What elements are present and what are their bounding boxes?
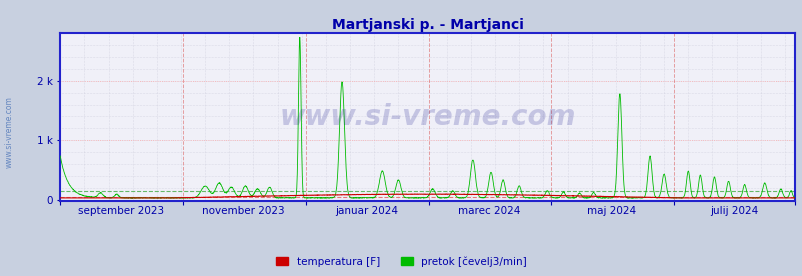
- Text: www.si-vreme.com: www.si-vreme.com: [279, 103, 575, 131]
- Title: Martjanski p. - Martjanci: Martjanski p. - Martjanci: [331, 18, 523, 32]
- Legend: temperatura [F], pretok [čevelj3/min]: temperatura [F], pretok [čevelj3/min]: [271, 252, 531, 271]
- Text: www.si-vreme.com: www.si-vreme.com: [5, 97, 14, 168]
